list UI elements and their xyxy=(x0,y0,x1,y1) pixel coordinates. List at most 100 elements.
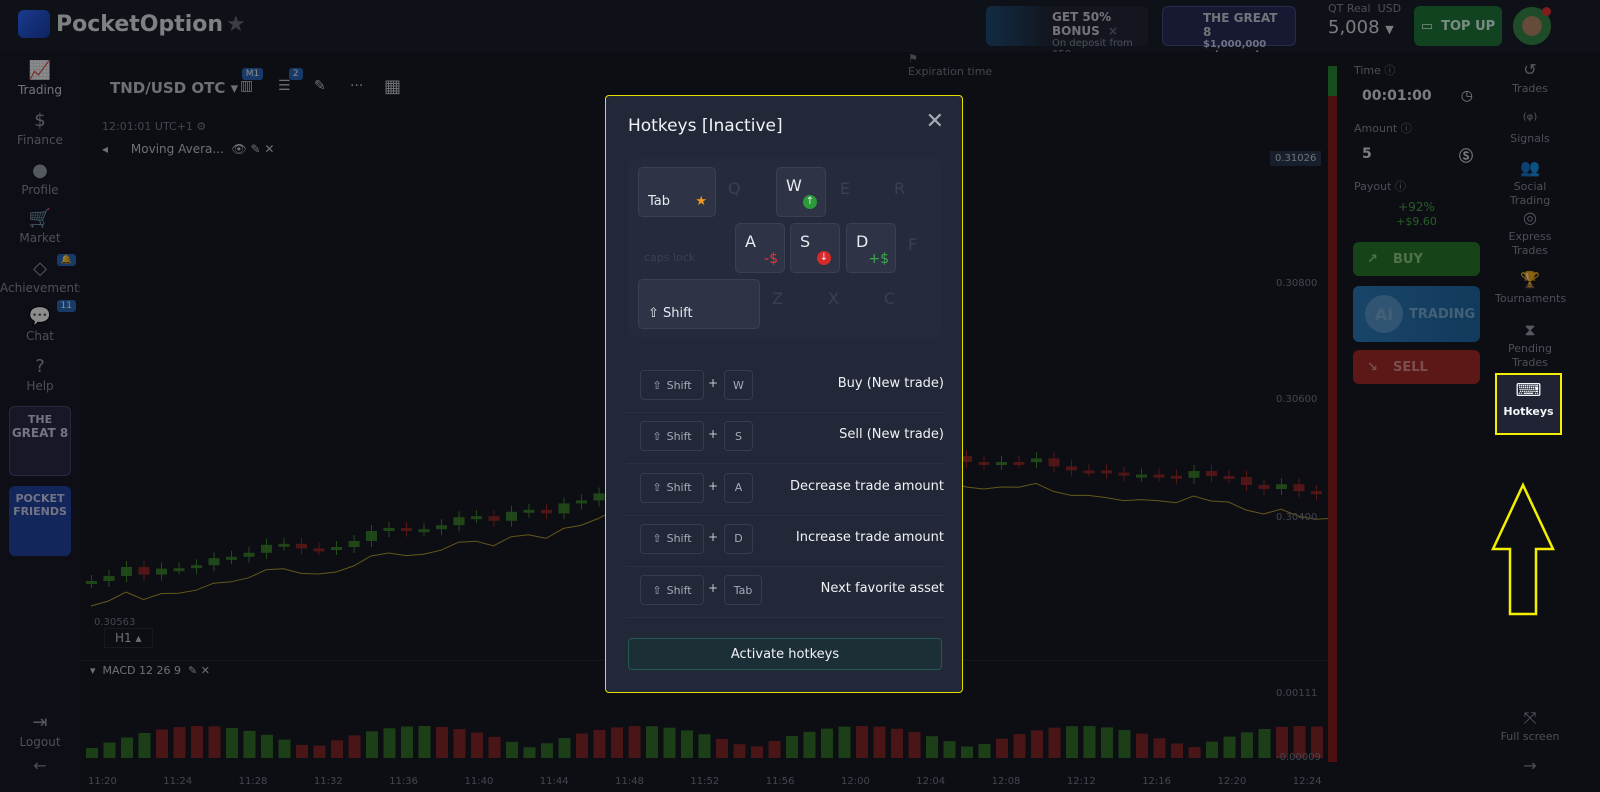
time-tick: 11:20 xyxy=(88,776,117,787)
macd-bar xyxy=(1136,733,1148,758)
modal-title: Hotkeys [Inactive] xyxy=(628,116,783,136)
macd-bar xyxy=(156,729,168,758)
favorite-star-icon[interactable]: ★ xyxy=(226,12,246,37)
chart-type-icon[interactable]: ▥ M1 xyxy=(240,68,264,94)
card-line: FRIENDS xyxy=(13,505,67,518)
key-e: E xyxy=(840,179,851,198)
top-up-button[interactable]: ▭ TOP UP xyxy=(1414,6,1502,46)
ai-trading-button[interactable]: AI TRADING xyxy=(1353,286,1480,342)
macd-bar xyxy=(488,736,501,758)
macd-bar xyxy=(523,747,536,758)
pocket-friends-card[interactable]: POCKET FRIENDS xyxy=(9,486,71,556)
sidebar-item-trading[interactable]: 📈 Trading xyxy=(0,60,80,97)
edit-icon[interactable]: ✎ xyxy=(250,142,261,156)
eye-icon[interactable]: 👁 xyxy=(231,142,247,156)
edit-icon[interactable]: ✎ xyxy=(187,664,198,677)
logout-button[interactable]: ⇥ Logout xyxy=(0,712,80,749)
asset-selector[interactable]: TND/USD OTC ▾ xyxy=(110,79,239,97)
expiration-label: Expiration time xyxy=(908,65,993,78)
macd-bar xyxy=(191,726,203,758)
sidebar-item-profile[interactable]: ● Profile xyxy=(0,160,80,197)
macd-bar xyxy=(506,741,518,758)
rightbar-item-pending-trades[interactable]: ⧗ Pending Trades xyxy=(1495,320,1565,370)
indicators-icon[interactable]: ☰ 2 xyxy=(278,68,303,94)
macd-legend[interactable]: ▾ MACD 12 26 9 ✎ ✕ xyxy=(90,664,210,677)
drawing-brush-icon[interactable]: ✎ xyxy=(314,78,326,94)
indicator-legend[interactable]: ◂ Moving Avera... 👁 ✎ ✕ xyxy=(102,142,274,156)
account-balance[interactable]: QT Real USD 5,008 ▼ xyxy=(1328,2,1401,38)
activate-hotkeys-button[interactable]: Activate hotkeys xyxy=(628,638,942,670)
macd-bar xyxy=(891,728,903,758)
rightbar-item-express-trades[interactable]: ◎ Express Trades xyxy=(1495,208,1565,258)
activate-label: Activate hotkeys xyxy=(730,646,840,662)
currency: USD xyxy=(1377,2,1402,15)
sidebar-label: Finance xyxy=(17,133,63,147)
key-label: W xyxy=(733,378,744,392)
sell-button[interactable]: ↘ SELL xyxy=(1353,350,1480,384)
trophy-icon: 🏆 xyxy=(1520,270,1540,289)
logo[interactable]: PocketOption xyxy=(18,10,223,38)
macd-bar xyxy=(663,727,676,758)
collapse-icon[interactable]: ◂ xyxy=(102,142,109,156)
help-icon: ? xyxy=(35,356,45,377)
sidebar-item-chat[interactable]: 💬 Chat 11 xyxy=(0,300,80,343)
modifier-key: ⇧ Shift xyxy=(640,472,704,503)
macd-bar xyxy=(768,740,781,758)
indicators-badge: 2 xyxy=(288,68,303,80)
macd-bar xyxy=(576,733,588,758)
macd-bar xyxy=(943,741,956,758)
close-icon[interactable]: ✕ xyxy=(264,142,275,156)
key-shift: ⇧ Shift xyxy=(638,279,760,329)
more-icon[interactable]: ··· xyxy=(350,78,364,94)
shift-icon: ⇧ xyxy=(652,532,662,546)
sidebar-label: Chat xyxy=(25,329,55,343)
rightbar-item-social-trading[interactable]: 👥 Social Trading xyxy=(1495,158,1565,208)
macd-bar xyxy=(243,730,256,758)
shift-icon: ⇧ xyxy=(652,583,662,597)
key-label: A xyxy=(734,481,743,495)
time-tick: 12:12 xyxy=(1066,776,1096,787)
payout-value: +92% +$9.60 xyxy=(1354,200,1479,228)
time-tick: 12:08 xyxy=(991,776,1021,787)
payout-amount: +$9.60 xyxy=(1396,215,1437,228)
rightbar-item-signals[interactable]: ⁽ᵠ⁾ Signals xyxy=(1495,110,1565,146)
sidebar-item-finance[interactable]: $ Finance xyxy=(0,110,80,147)
key-label: Shift xyxy=(666,378,692,392)
interval-selector[interactable]: H1 ▴ xyxy=(104,628,153,648)
shortcut-action: Increase trade amount xyxy=(795,529,944,545)
timeframe-badge: M1 xyxy=(241,68,264,80)
flag-icon: ⚑ xyxy=(908,52,918,65)
key-a: A -$ xyxy=(735,223,785,273)
buy-button[interactable]: ↗ BUY xyxy=(1353,242,1480,276)
sidebar-item-market[interactable]: 🛒 Market xyxy=(0,208,80,245)
expand-arrow-icon[interactable]: → xyxy=(1523,756,1537,775)
amount-input[interactable]: 5 Ⓢ xyxy=(1354,138,1479,170)
macd-tick: -0.00009 xyxy=(1276,752,1321,763)
rightbar-item-trades[interactable]: ↺ Trades xyxy=(1495,60,1565,96)
fullscreen-button[interactable]: ⤧ Full screen xyxy=(1495,708,1565,744)
ai-badge: AI xyxy=(1365,295,1403,333)
time-input[interactable]: 00:01:00 ◷ xyxy=(1354,80,1479,112)
sidebar-item-help[interactable]: ? Help xyxy=(0,356,80,393)
sell-label: SELL xyxy=(1393,359,1428,375)
sidebar-item-achievements[interactable]: ◇ Achievements 🔔 xyxy=(0,254,85,295)
bonus-banner[interactable]: GET 50% BONUS ×On deposit from $50 xyxy=(986,6,1148,60)
close-icon[interactable]: × xyxy=(1107,24,1119,38)
sidebar-label: Profile xyxy=(21,183,59,197)
macd-bar xyxy=(296,744,308,758)
macd-bar xyxy=(86,748,98,758)
layout-grid-icon[interactable]: ▦ xyxy=(384,76,402,97)
collapse-arrow-icon[interactable]: ← xyxy=(33,756,47,775)
chart-line-icon: 📈 xyxy=(28,60,52,81)
avatar[interactable] xyxy=(1513,7,1551,45)
rightbar-item-tournaments[interactable]: 🏆 Tournaments xyxy=(1495,270,1566,306)
great8-card[interactable]: THE GREAT 8 xyxy=(9,406,71,476)
asset-name: TND/USD OTC xyxy=(110,79,226,97)
right-sidebar: ↺ Trades ⁽ᵠ⁾ Signals 👥 Social Trading ◎ Expr… xyxy=(1495,52,1566,792)
chat-badge: 11 xyxy=(56,300,76,312)
hotkeys-modal: Hotkeys [Inactive] ✕ Tab ★ Q W ↑ E R caps … xyxy=(605,95,963,693)
close-icon[interactable]: ✕ xyxy=(200,664,210,677)
close-icon[interactable]: ✕ xyxy=(925,109,944,134)
rightbar-item-hotkeys[interactable]: ⌨ Hotkeys xyxy=(1495,373,1562,435)
macd-bar xyxy=(926,736,938,758)
